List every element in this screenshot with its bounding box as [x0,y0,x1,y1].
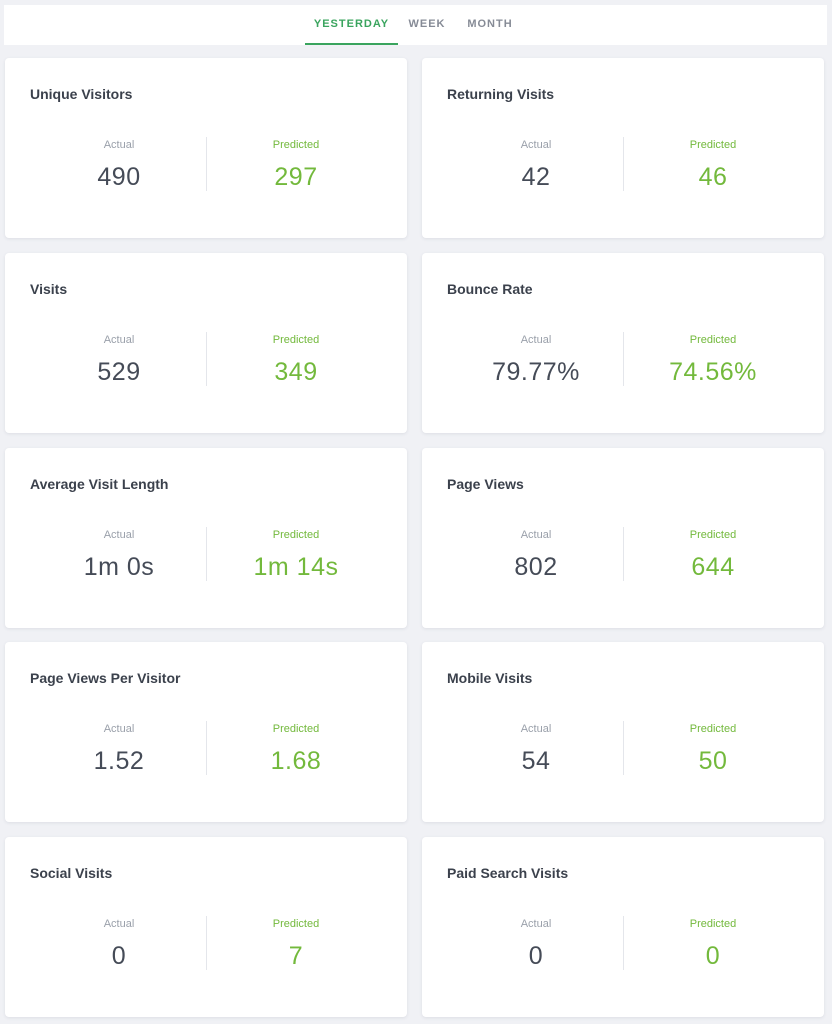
divider [206,137,207,191]
card-title: Visits [30,281,68,297]
card-mobile-visits: Mobile Visits Actual 54 Predicted 50 [422,642,824,822]
predicted-metric: Predicted 644 [623,528,803,582]
actual-value: 79.77% [492,358,580,386]
card-title: Returning Visits [447,86,555,102]
tab-week[interactable]: WEEK [408,18,446,30]
card-title: Mobile Visits [447,670,533,686]
card-bounce-rate: Bounce Rate Actual 79.77% Predicted 74.5… [422,253,824,433]
card-page-views: Page Views Actual 802 Predicted 644 [422,448,824,628]
actual-label: Actual [103,918,135,930]
divider [623,332,624,386]
predicted-label: Predicted [272,139,320,151]
divider [206,527,207,581]
card-page-views-per-visitor: Page Views Per Visitor Actual 1.52 Predi… [5,642,407,822]
predicted-metric: Predicted 7 [206,917,386,971]
actual-label: Actual [103,529,135,541]
tab-yesterday[interactable]: YESTERDAY [305,5,398,45]
card-paid-search-visits: Paid Search Visits Actual 0 Predicted 0 [422,837,824,1017]
predicted-value: 50 [698,747,728,775]
actual-metric: Actual 1m 0s [29,528,209,582]
card-title: Unique Visitors [30,86,133,102]
card-title: Social Visits [30,865,113,881]
divider [623,527,624,581]
predicted-metric: Predicted 1m 14s [206,528,386,582]
predicted-value: 349 [274,358,318,386]
divider [206,332,207,386]
actual-value: 42 [521,163,551,191]
period-tabbar: YESTERDAY WEEK MONTH [4,5,827,45]
actual-metric: Actual 1.52 [29,722,209,776]
predicted-metric: Predicted 0 [623,917,803,971]
divider [206,916,207,970]
card-social-visits: Social Visits Actual 0 Predicted 7 [5,837,407,1017]
card-title: Average Visit Length [30,476,169,492]
actual-metric: Actual 490 [29,138,209,192]
card-title: Page Views [447,476,524,492]
actual-label: Actual [103,723,135,735]
predicted-value: 1.68 [270,747,322,775]
card-average-visit-length: Average Visit Length Actual 1m 0s Predic… [5,448,407,628]
predicted-metric: Predicted 50 [623,722,803,776]
divider [206,721,207,775]
predicted-value: 7 [288,942,304,970]
actual-value: 529 [97,358,141,386]
actual-value: 1m 0s [83,553,155,581]
predicted-value: 644 [691,553,735,581]
actual-label: Actual [103,334,135,346]
predicted-label: Predicted [689,723,737,735]
card-returning-visits: Returning Visits Actual 42 Predicted 46 [422,58,824,238]
divider [623,137,624,191]
predicted-label: Predicted [272,334,320,346]
actual-metric: Actual 0 [29,917,209,971]
predicted-value: 297 [274,163,318,191]
predicted-value: 46 [698,163,728,191]
actual-metric: Actual 802 [446,528,626,582]
actual-label: Actual [520,529,552,541]
predicted-metric: Predicted 74.56% [623,333,803,387]
predicted-label: Predicted [689,139,737,151]
actual-value: 1.52 [93,747,145,775]
predicted-label: Predicted [689,529,737,541]
predicted-label: Predicted [272,918,320,930]
actual-metric: Actual 79.77% [446,333,626,387]
predicted-value: 1m 14s [253,553,339,581]
card-title: Page Views Per Visitor [30,670,181,686]
card-unique-visitors: Unique Visitors Actual 490 Predicted 297 [5,58,407,238]
predicted-value: 74.56% [669,358,757,386]
actual-metric: Actual 0 [446,917,626,971]
predicted-label: Predicted [272,723,320,735]
actual-value: 490 [97,163,141,191]
card-title: Bounce Rate [447,281,533,297]
actual-label: Actual [103,139,135,151]
predicted-metric: Predicted 349 [206,333,386,387]
predicted-metric: Predicted 297 [206,138,386,192]
actual-value: 0 [528,942,544,970]
card-visits: Visits Actual 529 Predicted 349 [5,253,407,433]
divider [623,721,624,775]
predicted-label: Predicted [689,918,737,930]
actual-metric: Actual 42 [446,138,626,192]
actual-label: Actual [520,723,552,735]
actual-metric: Actual 54 [446,722,626,776]
card-title: Paid Search Visits [447,865,569,881]
actual-value: 802 [514,553,558,581]
predicted-metric: Predicted 46 [623,138,803,192]
actual-label: Actual [520,334,552,346]
actual-value: 54 [521,747,551,775]
actual-label: Actual [520,139,552,151]
tab-month[interactable]: MONTH [467,18,513,30]
predicted-label: Predicted [272,529,320,541]
predicted-metric: Predicted 1.68 [206,722,386,776]
predicted-value: 0 [705,942,721,970]
actual-value: 0 [111,942,127,970]
divider [623,916,624,970]
actual-label: Actual [520,918,552,930]
actual-metric: Actual 529 [29,333,209,387]
predicted-label: Predicted [689,334,737,346]
